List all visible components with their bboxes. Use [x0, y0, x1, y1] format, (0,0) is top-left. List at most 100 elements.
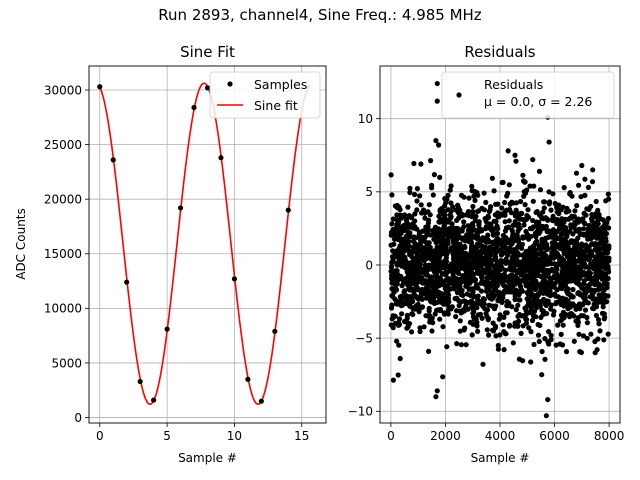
residual-point [499, 205, 505, 211]
residual-point [443, 255, 449, 261]
sine-fit-y-tick-label: 5000 [51, 356, 82, 370]
residual-point [388, 263, 395, 269]
residual-point [532, 240, 539, 246]
residual-point [548, 306, 554, 312]
residual-point [474, 244, 480, 250]
residual-point [506, 300, 512, 306]
residual-point [411, 257, 417, 263]
residual-point [598, 297, 604, 303]
sine-fit-y-tick-label: 25000 [44, 138, 82, 152]
residual-point [588, 203, 594, 210]
residual-point [584, 314, 590, 321]
residual-point [459, 228, 465, 234]
residual-point [441, 311, 448, 317]
residual-point [528, 329, 534, 335]
residual-point [509, 233, 516, 239]
residual-point [429, 182, 435, 188]
residual-point [572, 208, 578, 214]
residual-point [499, 179, 505, 186]
residual-point [388, 268, 394, 274]
residual-point [474, 323, 480, 329]
residual-point [393, 253, 399, 259]
residual-point [557, 255, 563, 261]
residual-point [575, 290, 582, 296]
residual-point [533, 280, 540, 286]
residual-point [534, 209, 540, 215]
residual-point [418, 202, 424, 208]
residual-point [527, 245, 534, 251]
residual-point [582, 176, 588, 182]
residual-point [567, 259, 573, 266]
residuals-panel: 0 2000 4000 6000 8000 −10 −5 0 5 10 Residuals Sam… [348, 43, 625, 465]
residual-point [539, 237, 546, 243]
residual-point [547, 284, 553, 290]
residual-point [554, 204, 560, 210]
residual-point [423, 295, 430, 301]
residual-outlier-point [543, 413, 549, 419]
residual-point [393, 248, 400, 254]
residual-point [484, 266, 490, 272]
residual-point [502, 267, 509, 273]
residual-point [548, 207, 554, 213]
residual-point [596, 292, 602, 298]
residual-point [393, 286, 399, 292]
residual-point [568, 301, 574, 307]
residual-point [436, 281, 442, 287]
residual-point [502, 242, 508, 248]
residual-point [447, 286, 453, 292]
sine-fit-axes-frame [88, 65, 327, 424]
residual-point [444, 196, 450, 202]
residual-point [592, 350, 598, 356]
residual-point [462, 325, 468, 331]
residual-point [431, 172, 437, 178]
residual-point [479, 315, 485, 321]
residual-point [494, 260, 500, 266]
residual-point [521, 217, 527, 223]
residual-point [409, 214, 415, 220]
residual-point [552, 248, 558, 254]
residual-point [495, 201, 501, 207]
residual-point [590, 305, 596, 311]
residual-point [472, 277, 478, 283]
residual-point [460, 237, 466, 243]
residual-point [427, 278, 433, 285]
residual-point [408, 277, 414, 284]
residual-point [541, 199, 548, 205]
residual-point [498, 292, 504, 298]
residual-point [488, 260, 494, 266]
residual-point [423, 278, 429, 284]
residual-point [433, 257, 439, 263]
residual-point [432, 224, 439, 230]
residual-point [579, 231, 585, 237]
residual-point [484, 253, 490, 259]
residual-point [422, 215, 428, 221]
residual-point [587, 270, 594, 276]
residual-point [424, 232, 430, 238]
residual-point [519, 241, 526, 247]
residual-point [527, 225, 534, 232]
residual-point [576, 331, 582, 337]
residual-point [520, 277, 526, 284]
residual-point [496, 316, 502, 322]
residual-point [388, 172, 394, 178]
residual-point [464, 274, 470, 280]
residual-point [557, 235, 563, 241]
residual-point [469, 242, 475, 248]
residual-point [589, 179, 596, 185]
residual-point [478, 299, 484, 305]
residual-point [561, 246, 568, 252]
residual-point [562, 277, 568, 284]
residual-point [605, 215, 612, 222]
residual-point [539, 253, 546, 259]
residual-point [521, 222, 527, 228]
residuals-x-tick-label: 2000 [430, 429, 461, 443]
residual-point [596, 283, 603, 290]
residual-point [554, 299, 560, 305]
residual-point [448, 214, 454, 220]
residual-point [470, 321, 476, 327]
residual-point [492, 323, 499, 329]
residual-point [539, 372, 545, 378]
residual-point [513, 158, 519, 164]
residual-point [523, 248, 529, 255]
residual-point [600, 217, 606, 223]
